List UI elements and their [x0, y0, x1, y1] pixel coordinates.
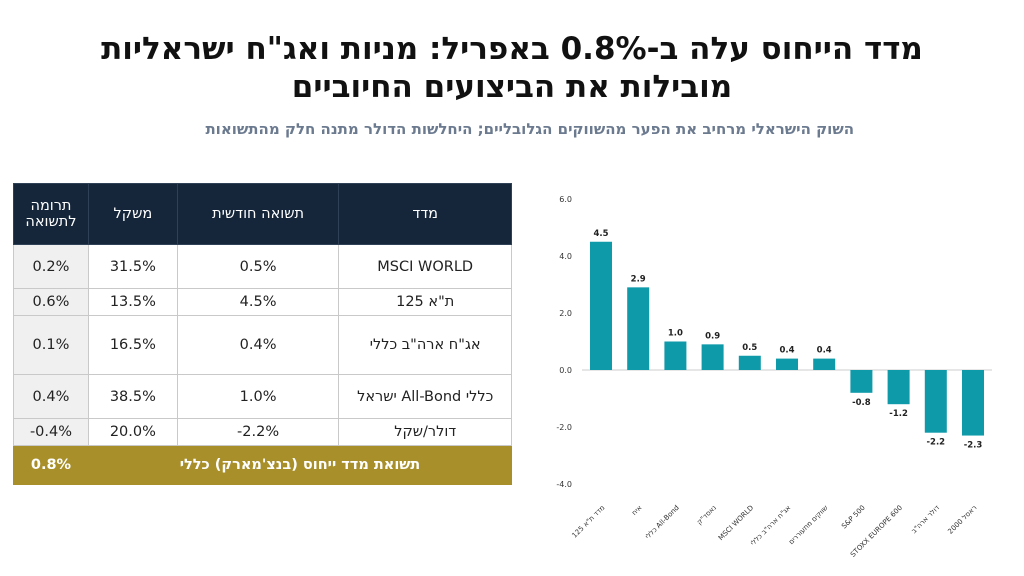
row-contribution: 0.4%: [13, 374, 89, 419]
row-name: MSCI WORLD: [338, 244, 512, 289]
data-label: 4.5: [593, 229, 608, 239]
x-tick-label: מדד ת"א 125: [571, 504, 607, 540]
data-labels-group: 4.5 2.9 1.0 0.9 0.5 0.4 0.4 -0.8 -1.2 -2.2 -2.3: [593, 229, 982, 451]
row-contribution: 0.1%: [13, 315, 89, 375]
x-tick-label: S&P 500: [840, 504, 867, 531]
y-axis: 6.0 4.0 2.0 0.0 -2.0 -4.0: [556, 195, 572, 489]
page-title: מדד הייחוס עלה ב-0.8% באפריל: מניות ואג"…: [40, 30, 984, 106]
table-row: אג"ח ארה"ב כללי 0.4% 16.5% 0.1%: [13, 315, 512, 375]
row-monthly: 4.5%: [176, 288, 340, 316]
data-label: 1.0: [668, 329, 683, 339]
bar: [887, 370, 910, 405]
x-tick-label: MSCI WORLD: [717, 504, 755, 542]
bar: [738, 355, 761, 370]
row-weight: 20.0%: [87, 418, 178, 446]
row-contribution: 0.2%: [13, 244, 89, 289]
row-monthly: 1.0%: [176, 374, 340, 419]
header-contribution: תרומה לתשואה: [13, 183, 89, 245]
bar: [850, 370, 873, 393]
data-label: 0.4: [817, 346, 832, 356]
table-row: ת"א 125 4.5% 13.5% 0.6%: [13, 288, 512, 316]
table-row: דולר/שקל -2.2% 20.0% -0.4%: [13, 418, 512, 446]
row-name: אג"ח ארה"ב כללי: [338, 315, 512, 375]
bar: [664, 341, 687, 370]
data-label: -0.8: [852, 398, 871, 408]
table-row: כללי All-Bond ישראל 1.0% 38.5% 0.4%: [13, 374, 512, 419]
bars-group: [590, 241, 984, 436]
total-label: תשואת מדד ייחוס (בנצ'מארק) כללי: [87, 445, 513, 485]
x-tick-label: שווקים מתעוררים: [787, 504, 829, 546]
bar: [701, 344, 724, 370]
data-label: -2.2: [927, 438, 946, 448]
row-weight: 13.5%: [87, 288, 178, 316]
header-weight: משקל: [87, 183, 178, 245]
bar: [813, 358, 836, 370]
y-tick-label: 0.0: [559, 366, 572, 375]
y-tick-label: 4.0: [559, 252, 572, 261]
page-subtitle: השוק הישראלי מרחיב את הפער מהשווקים הגלו…: [205, 120, 854, 138]
row-name: ת"א 125: [338, 288, 512, 316]
table-total-row: תשואת מדד ייחוס (בנצ'מארק) כללי 0.8%: [13, 445, 513, 485]
row-weight: 38.5%: [87, 374, 178, 419]
title-line-2: מובילות את הביצועים החיוביים: [291, 69, 733, 105]
row-weight: 16.5%: [87, 315, 178, 375]
x-tick-label: דולר ארה"ב: [910, 504, 941, 535]
total-value: 0.8%: [13, 445, 89, 485]
bar: [924, 370, 947, 433]
data-label: 0.5: [742, 343, 757, 353]
y-tick-label: -2.0: [556, 423, 572, 432]
title-line-1: מדד הייחוס עלה ב-0.8% באפריל: מניות ואג"…: [101, 31, 923, 67]
table-row: MSCI WORLD 0.5% 31.5% 0.2%: [13, 244, 512, 289]
bar: [962, 370, 984, 436]
row-contribution: -0.4%: [13, 418, 89, 446]
contribution-table: מדד תשואה חודשית משקל תרומה לתשואה MSCI …: [13, 183, 513, 485]
row-monthly: 0.4%: [176, 315, 340, 375]
y-tick-label: 2.0: [559, 309, 572, 318]
table-header-row: מדד תשואה חודשית משקל תרומה לתשואה: [13, 183, 512, 245]
data-label: -1.2: [889, 409, 908, 419]
y-tick-label: -4.0: [556, 480, 572, 489]
header-monthly-return: תשואה חודשית: [176, 183, 340, 245]
x-tick-label: נאסד"ק: [695, 504, 718, 527]
x-tick-label: כללי All-Bond: [644, 504, 681, 541]
y-tick-label: 6.0: [559, 195, 572, 204]
row-weight: 31.5%: [87, 244, 178, 289]
data-label: 2.9: [631, 274, 646, 284]
bar: [627, 287, 650, 370]
data-label: 0.9: [705, 331, 720, 341]
bar: [590, 241, 612, 370]
returns-bar-chart: 6.0 4.0 2.0 0.0 -2.0 -4.0 4.5 2.9 1.0 0.9 0.5 0.4 0…: [556, 195, 992, 559]
x-tick-label: איח: [630, 504, 644, 518]
row-name: כללי All-Bond ישראל: [338, 374, 512, 419]
header-index: מדד: [338, 183, 512, 245]
data-label: -2.3: [964, 441, 983, 451]
x-tick-label: ראסל 2000: [946, 504, 978, 536]
row-contribution: 0.6%: [13, 288, 89, 316]
bar: [776, 358, 798, 370]
data-label: 0.4: [779, 346, 794, 356]
row-monthly: -2.2%: [176, 418, 340, 446]
row-monthly: 0.5%: [176, 244, 340, 289]
row-name: דולר/שקל: [338, 418, 512, 446]
